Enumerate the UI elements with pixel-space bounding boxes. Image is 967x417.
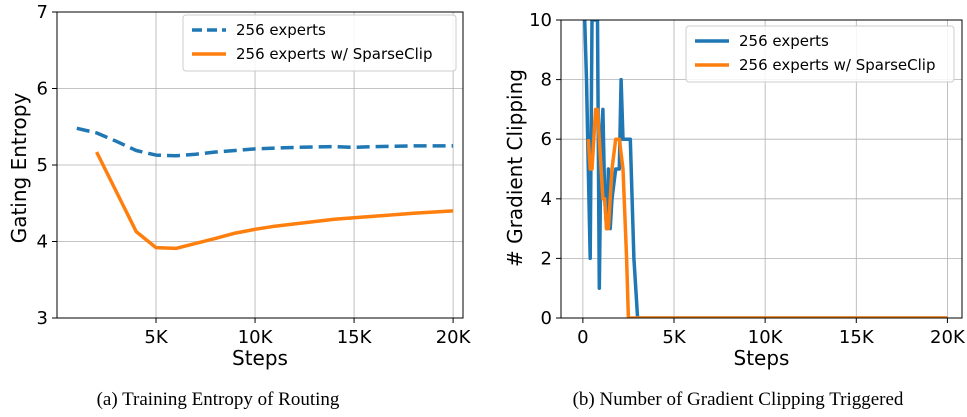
chart-1-y-tick-label: 4 [541, 189, 552, 210]
chart-0-y-axis-label: Gating Entropy [7, 93, 31, 244]
chart-1-legend-box [685, 25, 955, 83]
chart-1-y-tick-label: 0 [541, 308, 552, 329]
chart-1-y-axis-label: # Gradient Clipping [503, 69, 527, 267]
chart-0-x-tick-label: 15K [337, 327, 373, 348]
chart-0-y-tick-label: 4 [37, 232, 48, 253]
chart-1-y-tick-label: 2 [541, 248, 552, 269]
chart-1-x-tick-label: 20K [930, 327, 966, 348]
chart-0-legend-label-1: 256 experts w/ SparseClip [236, 45, 433, 63]
chart-1-x-axis-label: Steps [734, 346, 790, 370]
chart-1-x-tick-label: 0 [577, 327, 588, 348]
chart-1-series-line-1 [586, 107, 948, 318]
chart-0-series-line-1 [95, 151, 454, 251]
chart-0-y-tick-label: 7 [37, 2, 48, 23]
chart-0-x-tick-label: 5K [144, 327, 168, 348]
chart-1-plot-frame [560, 19, 963, 319]
chart-1-legend-label-1: 256 experts w/ SparseClip [739, 56, 936, 74]
chart-0-x-tick-label: 20K [436, 327, 472, 348]
chart-1-series-line-0 [582, 20, 948, 318]
chart-0-legend-box [182, 14, 457, 72]
chart-1-x-tick-label: 5K [662, 327, 686, 348]
chart-0-legend-label-0: 256 experts [236, 21, 326, 39]
chart-0-x-tick-label: 10K [238, 327, 274, 348]
chart-panel-a: 5K 10K 15K 20K 3 4 5 6 7 Steps Gating Entropy 256 e… [7, 2, 472, 410]
chart-1-y-tick-label: 6 [541, 129, 552, 150]
chart-0-y-tick-label: 5 [37, 155, 48, 176]
chart-1-y-tick-label: 8 [541, 70, 552, 91]
chart-0-y-tick-label: 3 [37, 308, 48, 329]
chart-0-y-tick-label: 6 [37, 79, 48, 100]
chart-1-x-tick-label: 15K [839, 327, 875, 348]
chart-0-caption: (a) Training Entropy of Routing [97, 389, 340, 410]
chart-1-x-tick-label: 10K [748, 327, 784, 348]
chart-panel-b: 0 5K 10K 15K 20K 0 2 4 6 8 10 Steps # Gradient Clipp… [503, 10, 966, 410]
chart-1-legend-label-0: 256 experts [739, 32, 829, 50]
chart-0-series-line-0 [76, 126, 454, 158]
chart-1-y-tick-label: 10 [529, 10, 552, 31]
chart-1-caption: (b) Number of Gradient Clipping Triggere… [573, 389, 904, 410]
chart-0-x-axis-label: Steps [232, 346, 288, 370]
